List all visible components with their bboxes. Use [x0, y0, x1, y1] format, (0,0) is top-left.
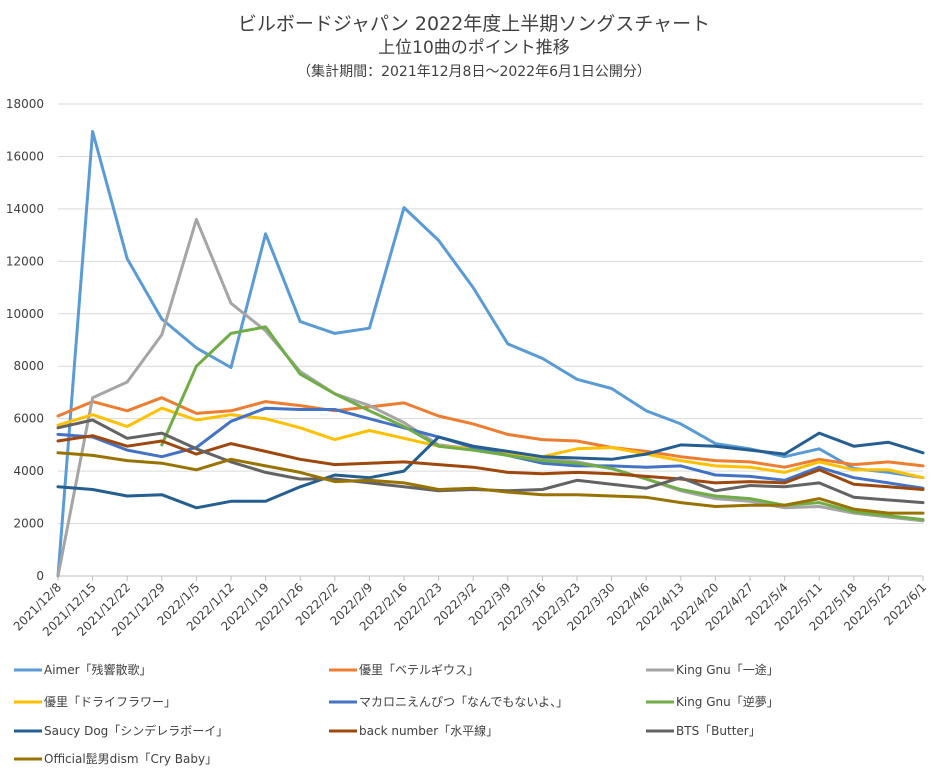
legend-label: Official髭男dism「Cry Baby」 [44, 752, 217, 766]
chart-title: ビルボードジャパン 2022年度上半期ソングスチャート [238, 13, 710, 35]
legend-label: back number「水平線」 [359, 723, 498, 738]
axes: 0 2000 4000 6000 8000 10000 12000 14000 16000 180… [6, 97, 929, 639]
legend-label: 優里「ベテルギウス」 [359, 663, 479, 677]
legend-label: King Gnu「一途」 [676, 662, 779, 677]
legend-label: BTS「Butter」 [676, 724, 761, 738]
legend-label: Saucy Dog「シンデレラボーイ」 [44, 723, 228, 738]
chart-subtitle: 上位10曲のポイント推移 [378, 38, 570, 58]
y-tick-label: 14000 [6, 202, 44, 216]
series-line-1 [56, 130, 925, 578]
y-tick-label: 18000 [6, 97, 44, 111]
y-tick-label: 6000 [13, 412, 44, 426]
legend-label: Aimer「残響散歌」 [44, 662, 152, 677]
series-line-7 [56, 431, 925, 510]
legend-label: King Gnu「逆夢」 [676, 694, 779, 709]
y-tick-label: 8000 [13, 359, 44, 373]
series-line-10 [56, 451, 925, 515]
series-lines [56, 130, 925, 578]
legend-label: 優里「ドライフラワー」 [44, 695, 176, 709]
y-tick-label: 12000 [6, 254, 44, 268]
series-line-2 [56, 396, 925, 469]
series-line-3 [56, 217, 925, 578]
y-tick-label: 16000 [6, 149, 44, 163]
legend: Aimer「残響散歌」 優里「ベテルギウス」 King Gnu「一途」優里「ドライフ… [14, 662, 779, 766]
y-tick-label: 4000 [13, 464, 44, 478]
chart-note: （集計期間：2021年12月8日～2022年6月1日公開分） [297, 63, 651, 80]
legend-label: マカロニえんぴつ「なんでもないよ、」 [359, 695, 568, 709]
y-tick-label: 10000 [6, 307, 44, 321]
y-tick-label: 0 [36, 569, 44, 583]
y-tick-label: 2000 [13, 517, 44, 531]
